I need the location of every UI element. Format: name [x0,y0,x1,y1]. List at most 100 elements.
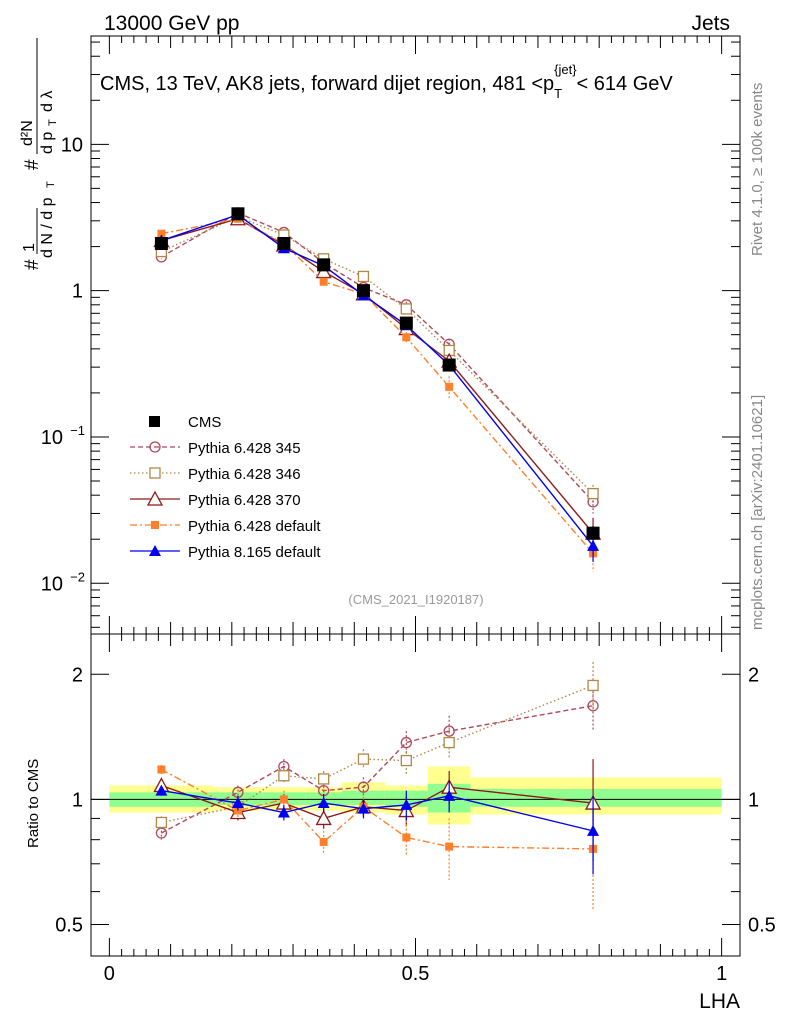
ratio-point-p8 [317,797,330,809]
main-point-p346 [587,487,599,500]
ratio-point-p345 [357,781,370,793]
main-point-CMS [154,236,168,250]
main-line-p8 [161,213,594,547]
ratio-axis-ticks: 0.5 0.5 1 1 2 2 0 0.5 1 [55,634,776,985]
ratio-line-pdef [161,768,594,850]
ratio-point-p346 [400,754,412,767]
main-line-p345 [161,212,594,503]
main-y-tick-label: 10 [41,427,63,449]
ratio-point-p346 [318,773,330,785]
ratio-point-pdef [279,795,288,804]
ratio-series-p8 [155,780,600,875]
analysis-type-label: Jets [691,12,730,35]
ratio-band-green [470,788,722,807]
ratio-line-p370 [161,784,594,820]
ratio-point-p8 [231,797,244,809]
svg-text:1: 1 [21,243,38,252]
ratio-point-p8 [277,806,290,818]
main-point-p346 [400,303,412,315]
rivet-version-label: Rivet 4.1.0, ≥ 100k events [749,83,766,256]
ratio-point-p8 [155,784,168,796]
main-point-p8 [587,539,600,551]
svg-text:d p: d p [39,132,56,154]
ratio-line-p8 [161,789,594,832]
ratio-y-tick-label-right: 1 [748,789,759,811]
analysis-id-watermark: (CMS_2021_I1920187) [348,592,483,607]
ratio-point-p346 [443,736,455,749]
ratio-point-p346 [278,770,290,782]
ratio-point-p370 [315,810,332,826]
mcplots-reference-label: mcplots.cern.ch [arXiv:2401.10621] [749,395,766,630]
legend-marker-p345 [149,441,161,453]
main-point-CMS [442,358,456,372]
legend-label-p345: Pythia 6.428 345 [188,440,301,457]
svg-text:#: # [22,259,43,270]
main-axis-ticks: 10 −2 10 −1 1 10 [41,36,740,634]
svg-text:T: T [45,181,57,188]
main-point-pdef [445,382,454,391]
ratio-y-tick-label: 1 [72,789,83,811]
ratio-point-p346 [155,816,168,829]
ratio-point-pdef [319,837,328,846]
ratio-point-p8 [357,802,370,814]
ratio-y-axis-label: Ratio to CMS [25,759,42,848]
x-tick-label: 0 [104,963,115,985]
ratio-uncertainty-bands [109,766,722,825]
main-point-p346 [357,270,370,283]
x-tick-label: 1 [716,963,727,985]
x-axis-label: LHA [699,990,740,1013]
main-series-CMS [154,207,600,540]
process-label: 13000 GeV pp [104,12,239,35]
ratio-point-pdef [445,842,454,851]
svg-text:d N / d p: d N / d p [39,197,56,258]
legend-marker-cms [149,416,160,427]
main-y-tick-exponent: −2 [70,569,85,584]
main-y-tick-mantissa: 10 [41,427,63,449]
legend: CMS Pythia 6.428 345 Pythia 6.428 346 Py… [130,414,321,561]
main-point-CMS [277,236,291,250]
main-y-axis-label: # 1 d N / d p T # d²N d p T d λ [19,38,59,270]
main-y-tick-exponent: −1 [70,423,85,438]
ratio-point-p346 [587,679,599,692]
ratio-point-p8 [587,824,600,836]
main-line-pdef [161,218,594,554]
ratio-y-tick-label-right: 2 [748,664,759,686]
main-point-pdef [157,229,166,238]
main-y-tick-label: 10 [41,573,63,595]
legend-label-p8: Pythia 8.165 default [188,544,321,561]
main-point-CMS [586,526,600,540]
legend-label-pdef: Pythia 6.428 default [188,518,321,535]
ratio-point-pdef [157,765,166,774]
ratio-line-p345 [161,705,594,834]
legend-label-cms: CMS [188,414,221,431]
legend-label-p346: Pythia 6.428 346 [188,466,301,483]
main-point-CMS [399,316,413,330]
ratio-series-p345 [155,683,599,840]
main-y-tick-label: 1 [72,281,83,303]
main-point-pdef [402,333,411,342]
main-point-CMS [317,258,331,272]
ratio-series-layer [153,662,602,911]
legend-marker-p346 [149,467,161,479]
ratio-y-tick-label-right: 0.5 [748,915,776,937]
main-point-CMS [356,284,370,298]
legend-label-p370: Pythia 6.428 370 [188,492,301,509]
main-y-tick-mantissa: 10 [41,573,63,595]
ratio-y-tick-label: 2 [72,664,83,686]
svg-text:#: # [22,159,43,170]
main-line-p370 [161,217,594,534]
main-y-tick-label: 10 [61,134,83,156]
ratio-point-p345 [400,736,412,749]
chart-title: CMS, 13 TeV, AK8 jets, forward dijet reg… [100,62,673,101]
svg-text:d λ: d λ [39,91,56,112]
ratio-y-tick-label: 0.5 [55,915,83,937]
main-point-CMS [231,207,245,221]
svg-text:T: T [47,119,59,126]
main-point-pdef [319,277,328,286]
ratio-point-p8 [443,789,456,801]
ratio-point-p8 [400,798,413,810]
legend-marker-p8 [149,545,161,556]
main-series-layer [153,207,602,572]
svg-text:d²N: d²N [19,120,36,146]
